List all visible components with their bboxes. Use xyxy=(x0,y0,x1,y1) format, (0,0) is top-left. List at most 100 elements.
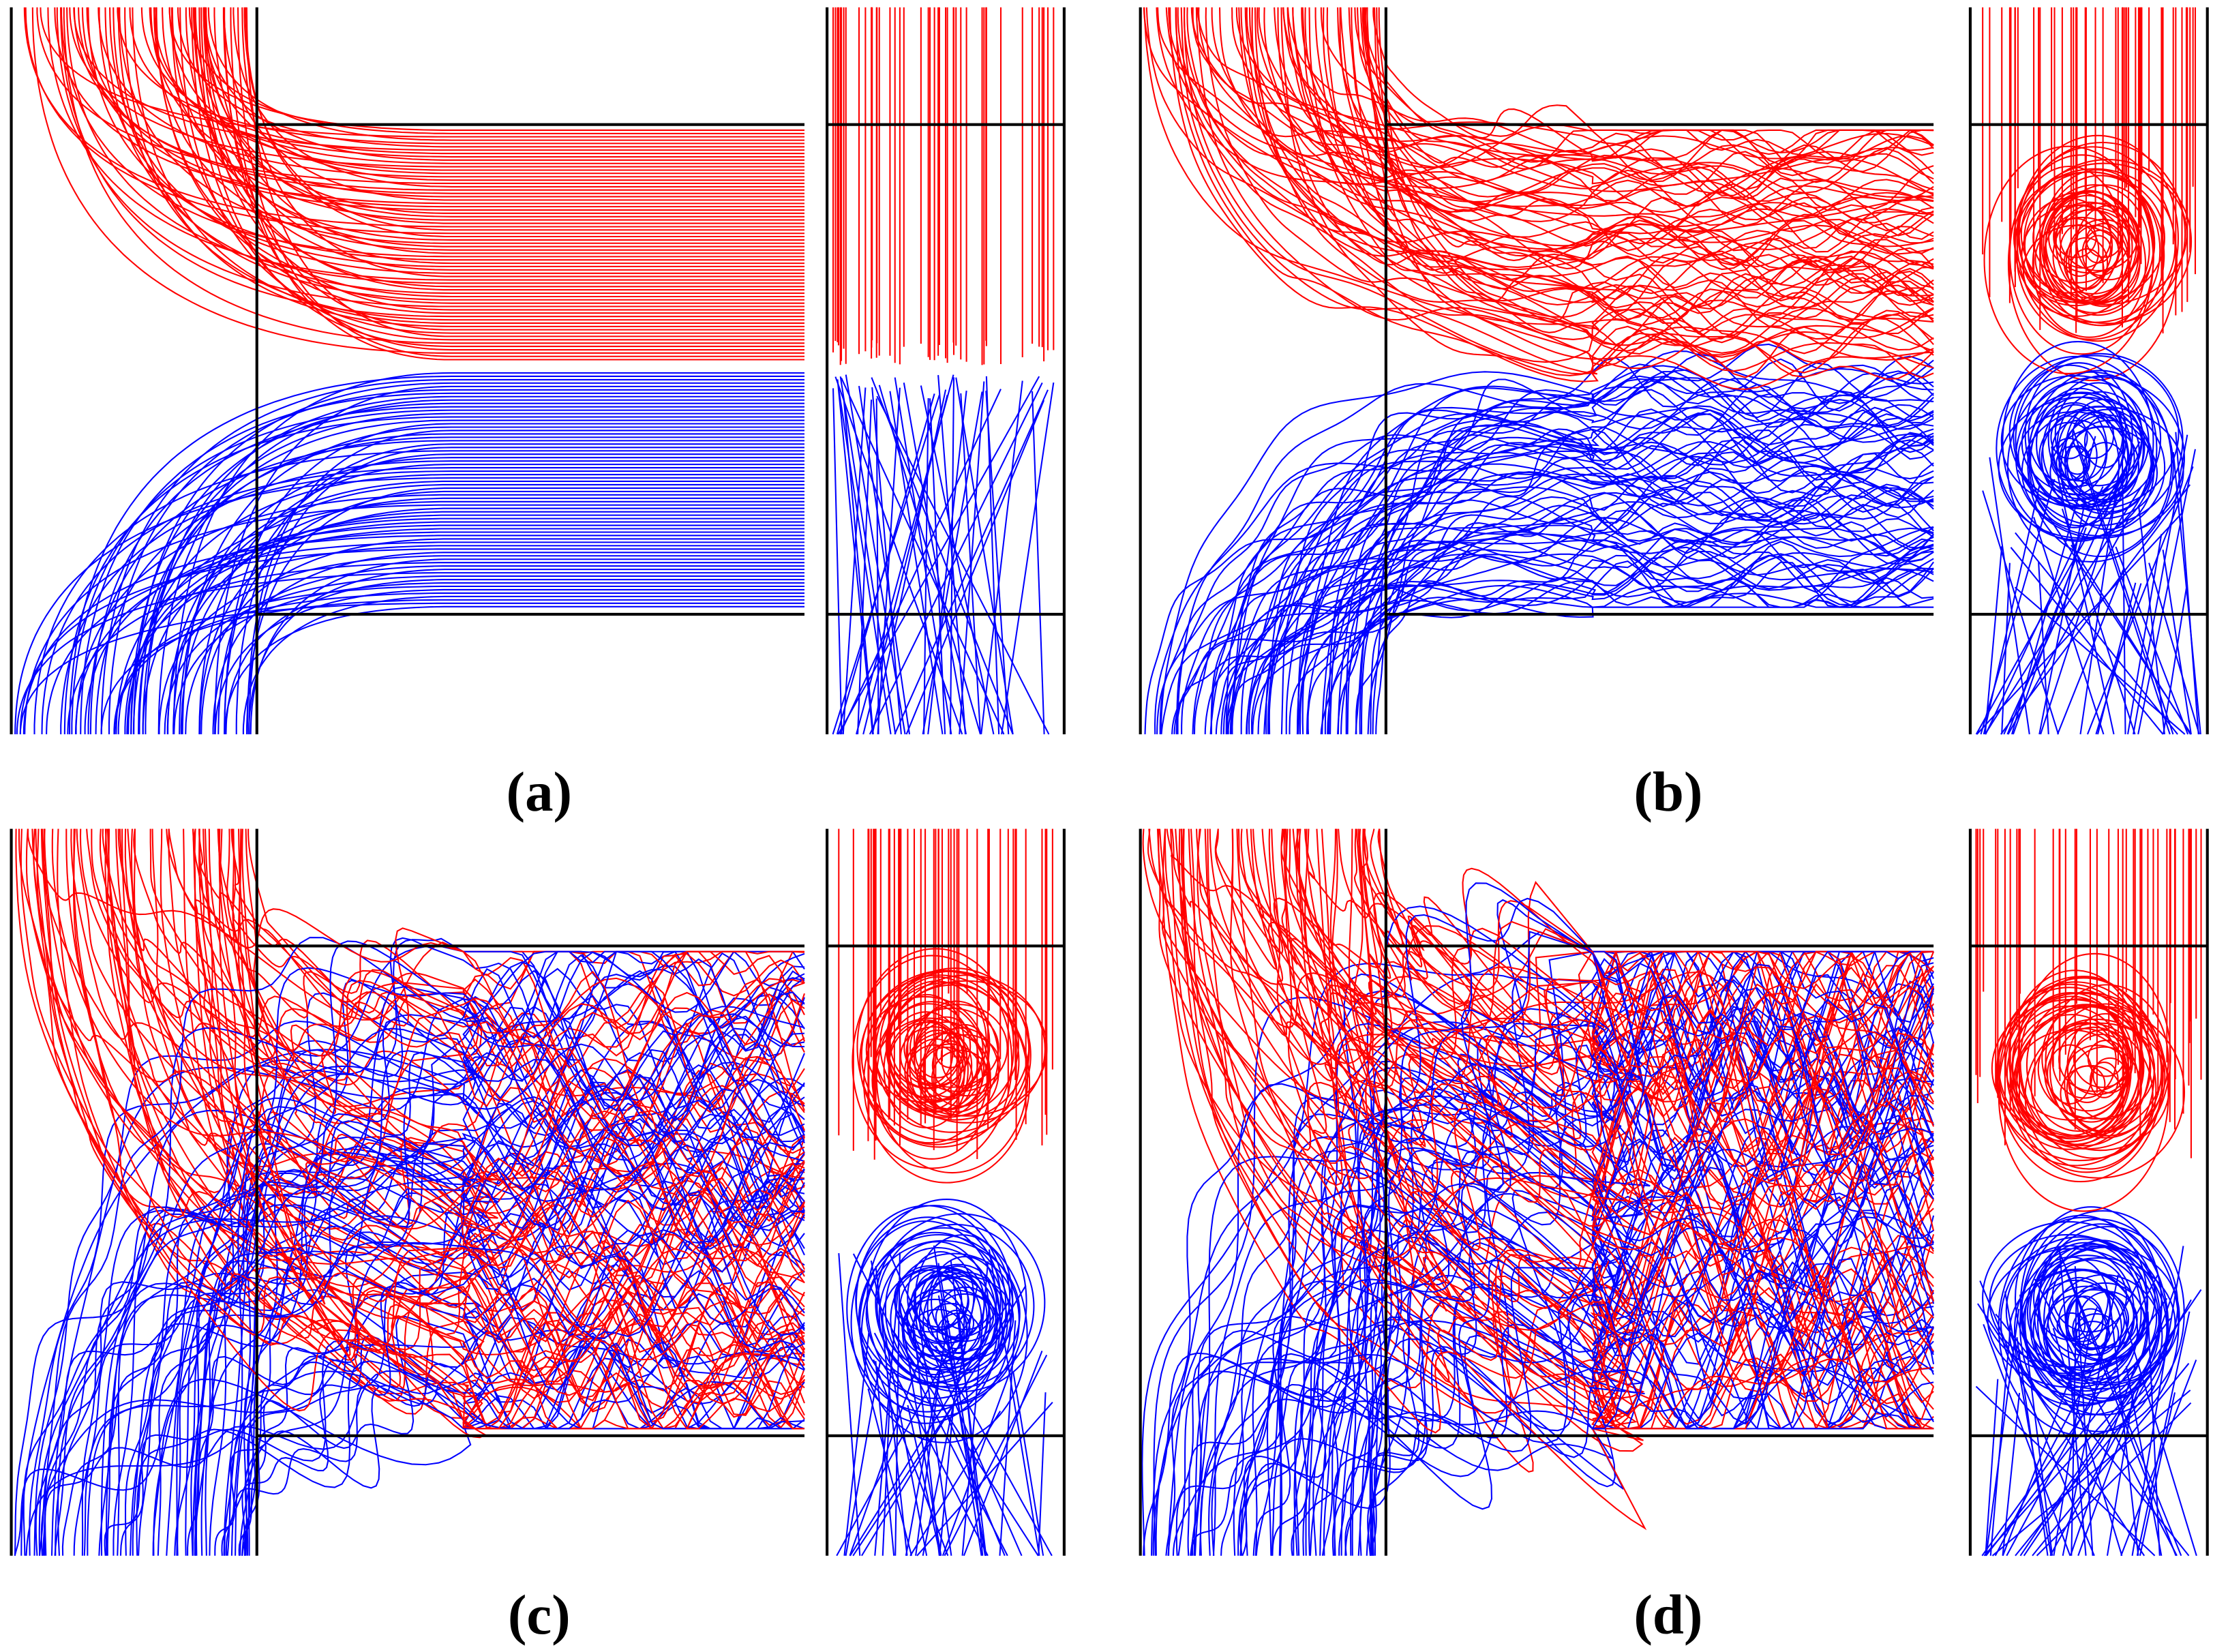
streamline xyxy=(2019,1289,2202,1557)
streamline xyxy=(81,7,804,211)
vortex-loop xyxy=(2011,992,2129,1137)
streamline xyxy=(1268,472,1934,734)
streamline xyxy=(1348,828,1935,1430)
streamline xyxy=(1355,486,1934,735)
streamline xyxy=(1370,828,1935,1132)
streamline xyxy=(176,1013,804,1556)
streamline xyxy=(1240,439,1934,734)
streamline xyxy=(903,382,967,735)
streamline xyxy=(73,1183,805,1556)
streamline xyxy=(1354,7,1934,169)
streamline xyxy=(2004,1291,2052,1556)
streamline xyxy=(1160,553,1934,735)
vortex-loop xyxy=(1998,977,2169,1212)
streamline xyxy=(905,1320,950,1556)
streamline xyxy=(1257,526,1934,734)
streamline xyxy=(1144,450,1934,734)
streamline xyxy=(1366,7,1934,391)
streamline xyxy=(876,395,1050,735)
streamline xyxy=(1252,592,1934,734)
streamline xyxy=(2127,534,2163,735)
streamline xyxy=(1364,828,1935,1182)
streamline xyxy=(248,569,804,734)
vortex-loop xyxy=(2081,229,2120,276)
streamline xyxy=(2148,562,2200,735)
streamline xyxy=(933,1245,982,1556)
vortex-loop xyxy=(2026,998,2132,1132)
streamline xyxy=(166,993,805,1556)
streamline xyxy=(1196,828,1935,1175)
streamline xyxy=(2147,1311,2161,1556)
streamline xyxy=(1250,521,1934,734)
streamline xyxy=(198,828,805,1405)
streamline xyxy=(832,388,843,734)
streamline xyxy=(235,443,804,734)
streamline xyxy=(59,7,804,318)
streamline xyxy=(2002,1392,2021,1556)
streamline xyxy=(150,7,804,198)
streamline xyxy=(166,828,804,1046)
streamline xyxy=(56,7,804,307)
streamline xyxy=(1190,7,1934,190)
streamline xyxy=(937,375,966,735)
streamline xyxy=(1324,439,1934,734)
walls xyxy=(10,7,2209,1556)
vortex-loop xyxy=(2054,217,2097,258)
streamline xyxy=(1246,527,1934,734)
panel-walls xyxy=(1139,828,2209,1556)
streamline xyxy=(1976,512,2183,735)
vortex-loop xyxy=(2047,1044,2093,1105)
streamline xyxy=(192,7,804,271)
streamline xyxy=(1283,828,1934,1430)
vortex-loop xyxy=(2000,1236,2160,1407)
streamline xyxy=(80,392,804,734)
vortex-loop xyxy=(2072,411,2115,460)
streamline xyxy=(202,828,805,1396)
streamline xyxy=(1378,7,1934,336)
streamline xyxy=(238,1316,805,1556)
streamline xyxy=(1302,1021,1934,1556)
streamline xyxy=(878,385,981,735)
streamline xyxy=(24,504,804,734)
streamline xyxy=(1280,828,1935,1229)
vortex-loop xyxy=(2007,146,2178,382)
vortex-loop xyxy=(2020,1269,2135,1369)
vortex-loop xyxy=(2087,1039,2125,1077)
streamline xyxy=(245,7,804,337)
streamline xyxy=(67,562,804,734)
streamline xyxy=(1240,828,1934,1109)
streamline xyxy=(1285,828,1935,1235)
streamline xyxy=(41,467,804,734)
streamline xyxy=(1187,1196,1934,1556)
streamline xyxy=(2137,449,2197,735)
streamline xyxy=(999,1320,1017,1556)
streamline xyxy=(875,1361,895,1556)
panel-streamlines xyxy=(14,828,1053,1557)
streamline xyxy=(212,552,804,734)
streamline xyxy=(1233,978,1934,1556)
streamline xyxy=(1984,546,2003,735)
streamline xyxy=(1316,828,1934,1531)
vortex-loop xyxy=(858,1233,1020,1407)
streamline xyxy=(1263,412,1934,734)
vortex-loop xyxy=(931,1034,1001,1097)
streamline xyxy=(104,1342,805,1556)
streamline xyxy=(1176,406,1934,734)
streamline xyxy=(852,1253,1008,1557)
streamline xyxy=(1205,7,1934,344)
streamline xyxy=(1156,7,1934,251)
streamline xyxy=(221,1330,804,1556)
streamline xyxy=(164,575,804,734)
streamline xyxy=(1351,989,1934,1556)
streamline xyxy=(138,1049,805,1556)
streamline xyxy=(1301,369,1934,734)
streamline xyxy=(198,7,804,348)
streamline xyxy=(200,538,804,734)
streamline xyxy=(1985,486,2104,735)
streamline xyxy=(205,7,804,224)
streamline xyxy=(871,377,1014,735)
vortex-loop xyxy=(884,1241,990,1378)
streamline xyxy=(2033,517,2105,735)
streamline xyxy=(98,7,804,267)
streamline xyxy=(1241,1332,1935,1557)
